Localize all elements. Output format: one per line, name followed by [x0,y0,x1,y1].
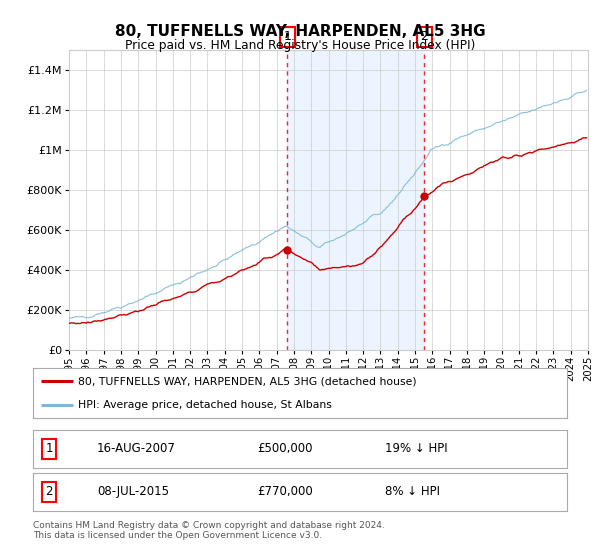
Text: 1: 1 [283,30,292,44]
Text: 19% ↓ HPI: 19% ↓ HPI [385,442,448,455]
Text: 2: 2 [45,485,53,498]
Text: 16-AUG-2007: 16-AUG-2007 [97,442,176,455]
Text: Price paid vs. HM Land Registry's House Price Index (HPI): Price paid vs. HM Land Registry's House … [125,39,475,52]
Text: 80, TUFFNELLS WAY, HARPENDEN, AL5 3HG (detached house): 80, TUFFNELLS WAY, HARPENDEN, AL5 3HG (d… [79,376,417,386]
Text: Contains HM Land Registry data © Crown copyright and database right 2024.
This d: Contains HM Land Registry data © Crown c… [33,521,385,540]
Text: HPI: Average price, detached house, St Albans: HPI: Average price, detached house, St A… [79,400,332,410]
Bar [287,50,424,350]
Text: £500,000: £500,000 [257,442,313,455]
Text: 80, TUFFNELLS WAY, HARPENDEN, AL5 3HG: 80, TUFFNELLS WAY, HARPENDEN, AL5 3HG [115,24,485,39]
Text: 2: 2 [421,30,428,44]
Text: 08-JUL-2015: 08-JUL-2015 [97,485,169,498]
Text: £770,000: £770,000 [257,485,313,498]
Text: 8% ↓ HPI: 8% ↓ HPI [385,485,440,498]
Text: 1: 1 [45,442,53,455]
